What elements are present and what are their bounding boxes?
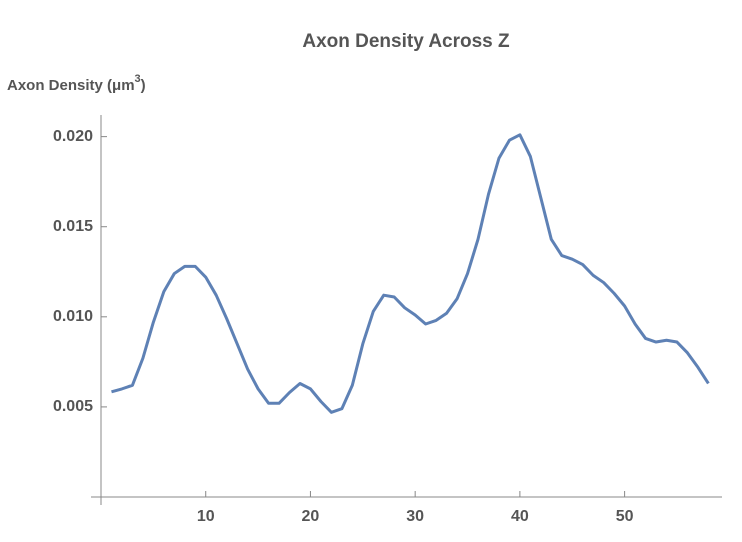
y-axis-label: Axon Density (μm3) — [7, 73, 146, 94]
data-line — [111, 133, 710, 414]
y-label-close: ) — [141, 77, 146, 94]
x-tick-label: 10 — [197, 508, 215, 525]
x-tick-label: 50 — [616, 508, 634, 525]
y-label-text: Axon Density (μm — [7, 77, 135, 94]
x-tick-label: 40 — [511, 508, 529, 525]
chart-title: Axon Density Across Z — [302, 31, 510, 52]
y-label-superscript: 3 — [135, 73, 141, 85]
y-tick-label: 0.010 — [53, 308, 93, 325]
y-tick-label: 0.015 — [53, 218, 93, 235]
y-tick-label: 0.020 — [53, 128, 93, 145]
x-tick-label: 30 — [406, 508, 424, 525]
y-tick-label: 0.005 — [53, 398, 93, 415]
x-tick-label: 20 — [302, 508, 320, 525]
